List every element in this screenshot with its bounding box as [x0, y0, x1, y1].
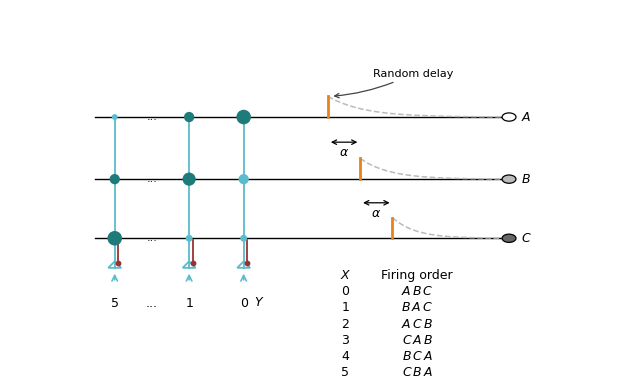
- Text: C: C: [522, 232, 531, 245]
- Point: [239, 235, 249, 242]
- Text: 5: 5: [341, 366, 349, 379]
- Point: [184, 235, 195, 242]
- Text: ...: ...: [146, 298, 158, 310]
- Text: 2: 2: [341, 318, 349, 331]
- Text: $C\,B\,A$: $C\,B\,A$: [402, 366, 433, 379]
- Text: A: A: [522, 111, 531, 124]
- Text: $X$: $X$: [340, 269, 351, 282]
- Text: 1: 1: [341, 301, 349, 314]
- Circle shape: [502, 113, 516, 121]
- Text: ...: ...: [147, 233, 157, 243]
- Point: [239, 176, 249, 182]
- Text: $A\,B\,C$: $A\,B\,C$: [401, 285, 433, 298]
- Text: 0: 0: [341, 285, 349, 298]
- Text: Y: Y: [255, 296, 262, 309]
- Text: $\alpha$: $\alpha$: [339, 146, 349, 159]
- Text: $B\,A\,C$: $B\,A\,C$: [401, 301, 433, 314]
- Text: $A\,C\,B$: $A\,C\,B$: [401, 318, 433, 331]
- Text: Random delay: Random delay: [335, 69, 453, 98]
- Text: $B\,C\,A$: $B\,C\,A$: [402, 350, 433, 363]
- Point: [109, 235, 120, 242]
- Text: Firing order: Firing order: [381, 269, 453, 282]
- Point: [113, 260, 124, 266]
- Text: 1: 1: [185, 298, 193, 310]
- Text: 5: 5: [111, 298, 119, 310]
- Text: 4: 4: [341, 350, 349, 363]
- Text: $\alpha$: $\alpha$: [371, 207, 381, 220]
- Circle shape: [502, 234, 516, 242]
- Point: [184, 176, 195, 182]
- Point: [109, 176, 120, 182]
- Text: ...: ...: [147, 174, 157, 184]
- Point: [242, 260, 252, 266]
- Point: [184, 114, 195, 120]
- Text: 3: 3: [341, 334, 349, 347]
- Text: B: B: [522, 173, 531, 185]
- Point: [109, 114, 120, 120]
- Text: ...: ...: [147, 112, 157, 122]
- Text: 0: 0: [240, 298, 248, 310]
- Circle shape: [502, 175, 516, 183]
- Point: [239, 114, 249, 120]
- Point: [188, 260, 198, 266]
- Text: $C\,A\,B$: $C\,A\,B$: [402, 334, 433, 347]
